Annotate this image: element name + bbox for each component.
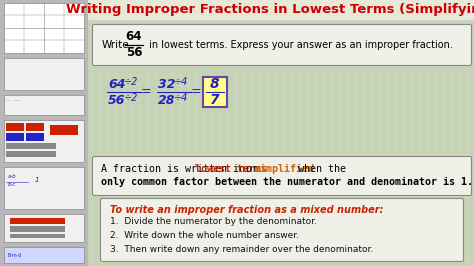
Text: ÷4: ÷4 (174, 77, 188, 87)
Text: simplified: simplified (255, 164, 315, 174)
Text: ÷2: ÷2 (124, 93, 138, 103)
Bar (4, 120, 84, 162)
Text: 1: 1 (35, 177, 39, 183)
Text: ÷2: ÷2 (124, 77, 138, 87)
Bar (6, 151, 56, 157)
Bar (26, 123, 44, 131)
Bar (10, 226, 65, 232)
Text: or: or (239, 164, 264, 174)
Text: =: = (191, 85, 201, 98)
Bar (4, 214, 84, 242)
Text: when the: when the (292, 164, 346, 174)
Text: =: = (141, 85, 151, 98)
Text: 1.  Divide the numerator by the denominator.: 1. Divide the numerator by the denominat… (110, 218, 317, 227)
Bar (88, 0, 474, 20)
Bar (4, 58, 84, 90)
Text: only common factor between the numerator and denominator is 1.: only common factor between the numerator… (101, 177, 473, 187)
Bar (6, 123, 24, 131)
Text: To write an improper fraction as a mixed number:: To write an improper fraction as a mixed… (110, 205, 383, 215)
Text: a·b: a·b (8, 174, 17, 179)
Text: 3.  Then write down any remainder over the denominator.: 3. Then write down any remainder over th… (110, 246, 373, 255)
Text: A fraction is written in: A fraction is written in (101, 164, 251, 174)
Bar (50, 125, 78, 135)
Bar (10, 218, 65, 224)
Bar (10, 234, 65, 238)
Bar (26, 133, 44, 141)
Bar (0, 0, 88, 266)
Text: ---  ---: --- --- (6, 98, 19, 103)
Text: ÷4: ÷4 (174, 93, 188, 103)
Text: lowest terms: lowest terms (195, 164, 266, 174)
Bar (203, 77, 227, 107)
Text: 32: 32 (158, 77, 175, 90)
Text: 2.  Write down the whole number answer.: 2. Write down the whole number answer. (110, 231, 299, 240)
FancyBboxPatch shape (92, 24, 472, 65)
Text: 64: 64 (108, 77, 126, 90)
Text: 64: 64 (126, 30, 142, 43)
FancyBboxPatch shape (100, 198, 464, 261)
Bar (6, 133, 24, 141)
Text: b·c: b·c (8, 182, 16, 187)
Text: 8: 8 (210, 77, 220, 91)
Text: Writing Improper Fractions in Lowest Terms (Simplifying): Writing Improper Fractions in Lowest Ter… (66, 3, 474, 16)
Text: B·m·d: B·m·d (8, 253, 22, 258)
Bar (4, 95, 84, 115)
Bar (4, 247, 84, 263)
Bar (4, 3, 84, 53)
Text: in lowest terms. Express your answer as an improper fraction.: in lowest terms. Express your answer as … (146, 40, 453, 50)
Text: 28: 28 (158, 94, 175, 106)
Bar (203, 77, 227, 107)
Text: 56: 56 (108, 94, 126, 106)
FancyBboxPatch shape (92, 156, 472, 196)
Text: Write: Write (102, 40, 129, 50)
Text: 56: 56 (126, 45, 142, 59)
Bar (6, 143, 56, 149)
Bar (4, 167, 84, 209)
Text: 7: 7 (210, 93, 220, 107)
